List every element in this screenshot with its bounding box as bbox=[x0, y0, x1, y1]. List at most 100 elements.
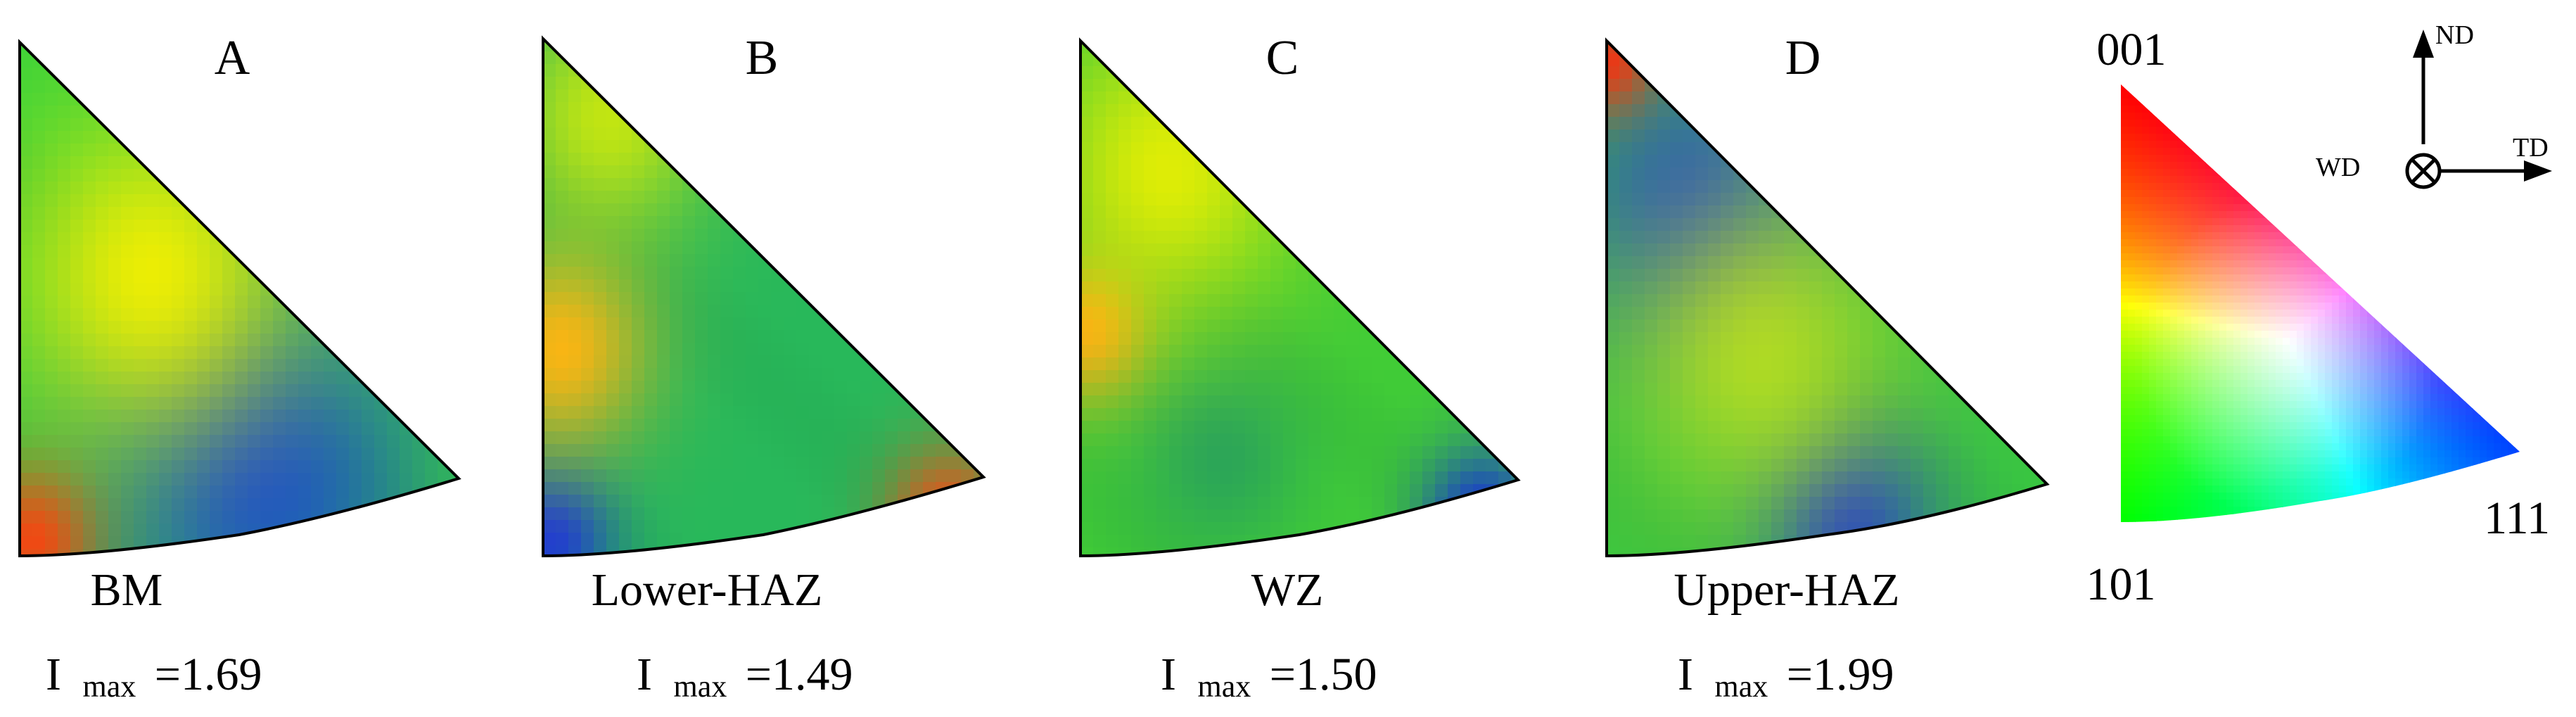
ipf-cell bbox=[809, 203, 822, 217]
ipf-cell bbox=[1308, 66, 1322, 80]
ipf-cell bbox=[1346, 269, 1360, 282]
ipf-c-intensity-map bbox=[1080, 41, 1518, 556]
ipf-cell bbox=[619, 381, 632, 394]
ipf-cell bbox=[1746, 91, 1759, 105]
ipf-cell bbox=[1448, 129, 1461, 143]
ipf-cell bbox=[362, 68, 375, 81]
ipf-cell bbox=[1156, 294, 1170, 307]
ipf-cell bbox=[1245, 243, 1258, 257]
ipf-cell bbox=[20, 384, 33, 398]
ipf-cell bbox=[1999, 129, 2013, 143]
ipf-cell bbox=[1410, 294, 1423, 307]
ipf-cell bbox=[1308, 281, 1322, 295]
ipf-cell bbox=[847, 533, 860, 546]
ipf-cell bbox=[898, 77, 911, 90]
ipf-cell bbox=[450, 68, 459, 81]
ipf-cell bbox=[644, 368, 658, 381]
ipf-cell bbox=[1346, 167, 1360, 181]
ipf-cell bbox=[20, 131, 33, 144]
ipf-cell bbox=[1885, 269, 1899, 282]
ipf-cell bbox=[362, 232, 375, 246]
ipf-cell bbox=[1283, 117, 1296, 130]
ipf-cell bbox=[311, 55, 324, 68]
ipf-cell bbox=[286, 448, 299, 461]
ipf-cell bbox=[771, 406, 784, 419]
ipf-cell bbox=[184, 93, 198, 106]
ipf-cell bbox=[1169, 193, 1182, 206]
ipf-cell bbox=[349, 182, 362, 195]
ipf-cell bbox=[1936, 167, 1949, 181]
ipf-cell bbox=[108, 308, 122, 322]
ipf-cell bbox=[374, 194, 388, 208]
ipf-cell bbox=[96, 359, 109, 372]
ipf-cell bbox=[273, 486, 286, 499]
ipf-cell bbox=[1498, 256, 1512, 269]
ipf-cell bbox=[260, 220, 274, 233]
ipf-cell bbox=[1258, 117, 1271, 130]
ipf-cell bbox=[1486, 509, 1499, 523]
ipf-cell bbox=[758, 431, 772, 445]
ipf-cell bbox=[248, 549, 261, 556]
ipf-cell bbox=[657, 406, 670, 419]
ipf-cell bbox=[720, 254, 734, 267]
ipf-cell bbox=[632, 254, 645, 267]
ipf-cell bbox=[248, 321, 261, 334]
ipf-cell bbox=[1721, 167, 1734, 181]
ipf-cell bbox=[121, 308, 134, 322]
ipf-cell bbox=[1220, 497, 1233, 510]
ipf-cell bbox=[948, 305, 962, 318]
ipf-cell bbox=[619, 317, 632, 331]
ipf-cell bbox=[796, 102, 810, 115]
ipf-cell bbox=[758, 267, 772, 280]
ipf-cell bbox=[974, 64, 983, 77]
ipf-cell bbox=[1346, 104, 1360, 118]
ipf-cell bbox=[796, 406, 810, 419]
ipf-cell bbox=[1346, 91, 1360, 105]
ipf-cell bbox=[910, 279, 924, 293]
ipf-cell bbox=[1607, 205, 1620, 219]
ipf-cell bbox=[1182, 471, 1195, 485]
ipf-cell bbox=[1296, 471, 1309, 485]
ipf-cell bbox=[1607, 129, 1620, 143]
ipf-cell bbox=[1448, 509, 1461, 523]
ipf-cell bbox=[961, 431, 974, 445]
ipf-cell bbox=[134, 296, 147, 309]
ipf-cell bbox=[670, 330, 683, 343]
ipf-cell bbox=[1949, 79, 1962, 92]
ipf-cell bbox=[1435, 256, 1448, 269]
ipf-cell bbox=[260, 42, 274, 56]
ipf-cell bbox=[885, 317, 898, 331]
ipf-cell bbox=[1359, 269, 1372, 282]
ipf-cell bbox=[1759, 129, 1772, 143]
ipf-cell bbox=[1809, 256, 1823, 269]
ipf-cell bbox=[159, 118, 172, 132]
ipf-cell bbox=[644, 191, 658, 204]
ipf-cell bbox=[872, 39, 886, 52]
ipf-cell bbox=[619, 507, 632, 521]
ipf-cell bbox=[184, 68, 198, 81]
ipf-cell bbox=[311, 422, 324, 436]
ipf-cell bbox=[1384, 319, 1398, 333]
ipf-cell bbox=[1746, 256, 1759, 269]
ipf-cell bbox=[286, 232, 299, 246]
ipf-cell bbox=[1498, 408, 1512, 421]
ipf-cell bbox=[670, 39, 683, 52]
ipf-cell bbox=[1270, 155, 1284, 168]
ipf-cell bbox=[708, 520, 721, 533]
ipf-cell bbox=[1885, 104, 1899, 118]
ipf-cell bbox=[1359, 180, 1372, 193]
ipf-cell bbox=[682, 444, 696, 457]
ipf-cell bbox=[70, 334, 84, 347]
ipf-cell bbox=[1372, 294, 1385, 307]
ipf-cell bbox=[961, 317, 974, 331]
ipf-cell bbox=[1860, 231, 1873, 244]
ipf-cell bbox=[1334, 129, 1347, 143]
ipf-cell bbox=[1334, 395, 1347, 409]
ipf-cell bbox=[581, 165, 594, 179]
ipf-cell bbox=[1435, 281, 1448, 295]
ipf-cell bbox=[184, 194, 198, 208]
ipf-cell bbox=[568, 51, 582, 65]
ipf-cell bbox=[860, 267, 873, 280]
ipf-cell bbox=[1169, 180, 1182, 193]
ipf-cell bbox=[1746, 53, 1759, 67]
